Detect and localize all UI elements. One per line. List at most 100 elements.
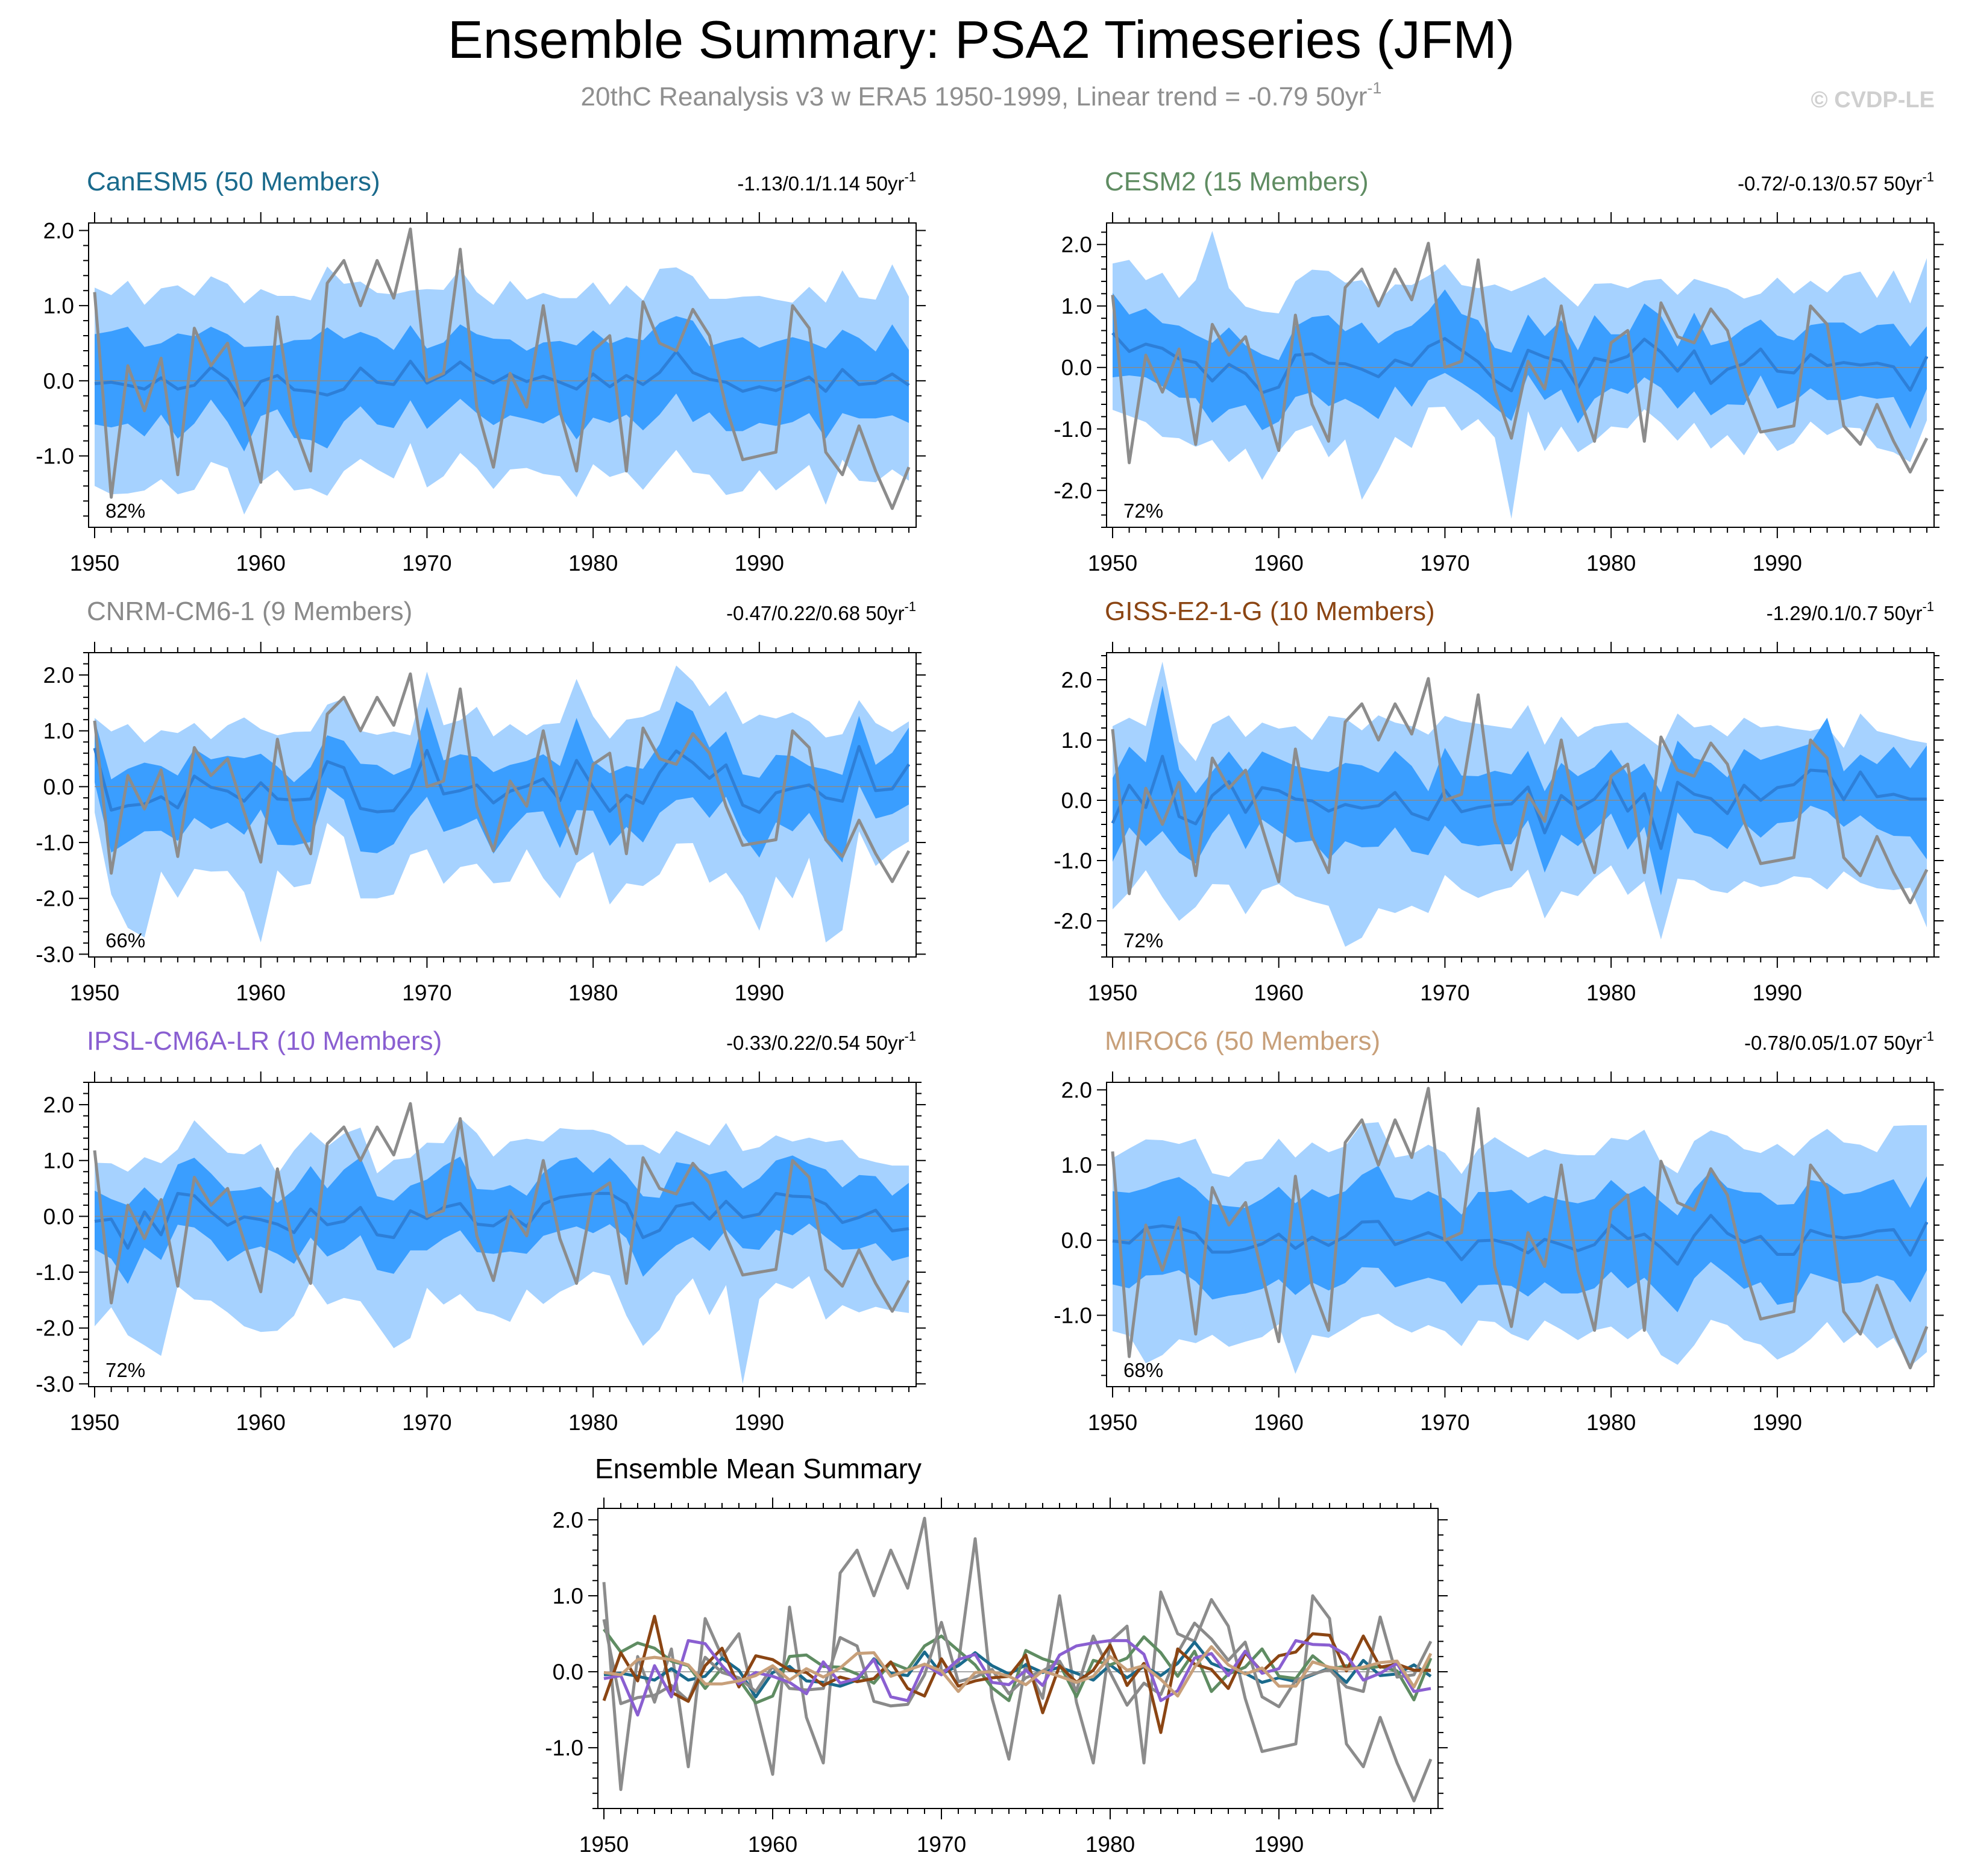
ensemble-mean-summary-panel: 2.0 1.0 0.0 -1.0 1950 1960 1970 1980 1990 Ensembl… xyxy=(545,1453,1448,1857)
inner-spread-band xyxy=(1113,289,1927,430)
ensemble-mean-line xyxy=(1111,331,1929,395)
panel-model-title: GISS-E2-1-G (10 Members) xyxy=(1105,597,1435,626)
panel-plot-area xyxy=(1111,662,1929,947)
model-mean-line-0 xyxy=(603,1640,1432,1699)
mean-xtick-label: 1960 xyxy=(748,1832,797,1857)
panel-3-ytick-label: -1.0 xyxy=(1054,849,1092,873)
observations-line xyxy=(1111,677,1929,905)
panel-3-xtick-label: 1950 xyxy=(1088,980,1137,1005)
panel-2-ytick-label: -1.0 xyxy=(36,830,74,855)
panel-trend-label: -0.72/-0.13/0.57 50yr-1 xyxy=(1738,169,1934,195)
mean-xtick-label: 1950 xyxy=(579,1832,629,1857)
observations-line xyxy=(93,1102,911,1313)
panel-5-ytick-label: -1.0 xyxy=(1054,1303,1092,1328)
model-mean-line-4 xyxy=(603,1639,1431,1717)
ensemble-mean-line xyxy=(1112,1214,1929,1266)
panel-trend-label: -0.33/0.22/0.54 50yr-1 xyxy=(726,1029,916,1054)
panel-2-ytick-label: -3.0 xyxy=(36,942,74,967)
panel-plot-area xyxy=(93,1102,911,1384)
panel-4-frame xyxy=(88,1082,917,1387)
observations-line xyxy=(1111,1087,1929,1370)
observations-line xyxy=(602,1516,1433,1802)
panel-0-ytick-label: 2.0 xyxy=(43,218,74,243)
panel-4-ytick-label: 0.0 xyxy=(43,1204,74,1229)
panel-trend-label: -0.78/0.05/1.07 50yr-1 xyxy=(1744,1029,1934,1054)
panel-2-xtick-label: 1970 xyxy=(402,980,451,1005)
panel-trend-label: -1.13/0.1/1.14 50yr-1 xyxy=(737,169,916,195)
panel-0: 2.0 1.0 0.0 -1.0 1950 1960 1970 1980 1990 CanESM5… xyxy=(36,167,926,576)
panel-5-frame xyxy=(1106,1082,1935,1387)
panel-3-xtick-label: 1960 xyxy=(1254,980,1304,1005)
panel-3-ytick-label: 2.0 xyxy=(1061,668,1092,692)
panel-2-xtick-label: 1950 xyxy=(70,980,119,1005)
panel-5-xtick-label: 1950 xyxy=(1088,1410,1137,1435)
panel-0-ytick-label: 0.0 xyxy=(43,369,74,394)
panel-4-xtick-label: 1960 xyxy=(236,1410,286,1435)
mean-summary-title: Ensemble Mean Summary xyxy=(595,1453,922,1484)
mean-ytick-label: 2.0 xyxy=(553,1508,583,1532)
panel-4-xtick-label: 1950 xyxy=(70,1410,119,1435)
mean-xtick-label: 1990 xyxy=(1254,1832,1304,1857)
panel-2-ytick-label: 0.0 xyxy=(43,774,74,799)
panel-4-xtick-label: 1990 xyxy=(735,1410,784,1435)
panel-3-xtick-label: 1990 xyxy=(1753,980,1802,1005)
panel-percent-label: 72% xyxy=(1123,500,1163,522)
mean-ytick-label: 1.0 xyxy=(553,1584,583,1608)
panel-0-ytick-label: -1.0 xyxy=(36,444,74,469)
panel-plot-area xyxy=(93,665,911,943)
inner-spread-band xyxy=(1113,1165,1927,1313)
panel-1-ytick-label: -2.0 xyxy=(1054,478,1092,503)
panel-plot-area xyxy=(1111,1087,1929,1374)
panel-1-xtick-label: 1960 xyxy=(1254,551,1304,576)
panel-2-ytick-label: 2.0 xyxy=(43,663,74,688)
panel-2-xtick-label: 1960 xyxy=(236,980,286,1005)
mean-ytick-label: 0.0 xyxy=(553,1660,583,1684)
panel-1-xtick-label: 1970 xyxy=(1420,551,1469,576)
panel-0-frame xyxy=(88,222,917,528)
observations-line xyxy=(93,227,911,510)
model-mean-line-5 xyxy=(603,1645,1433,1698)
panel-5: 2.0 1.0 0.0 -1.0 1950 1960 1970 1980 1990 MIROC6 … xyxy=(1054,1026,1944,1435)
panel-5-ytick-label: 2.0 xyxy=(1061,1078,1092,1102)
panel-1-frame xyxy=(1106,222,1935,528)
panel-plot-area xyxy=(93,227,911,515)
figure-subtitle: 20thC Reanalysis v3 w ERA5 1950-1999, Li… xyxy=(581,79,1382,111)
panel-percent-label: 82% xyxy=(105,500,145,522)
panel-model-title: CESM2 (15 Members) xyxy=(1105,167,1369,196)
panel-2-ytick-label: -2.0 xyxy=(36,886,74,911)
panel-4-ytick-label: -2.0 xyxy=(36,1316,74,1341)
panel-5-ytick-label: 1.0 xyxy=(1061,1153,1092,1178)
panel-1-ytick-label: 1.0 xyxy=(1061,294,1092,319)
panel-2-xtick-label: 1990 xyxy=(735,980,784,1005)
panel-4-xtick-label: 1980 xyxy=(568,1410,618,1435)
panel-5-xtick-label: 1990 xyxy=(1753,1410,1802,1435)
panel-2-xtick-label: 1980 xyxy=(568,980,618,1005)
panel-model-title: CNRM-CM6-1 (9 Members) xyxy=(87,597,412,626)
panel-3-xtick-label: 1980 xyxy=(1586,980,1636,1005)
panel-trend-label: -1.29/0.1/0.7 50yr-1 xyxy=(1767,599,1934,624)
panel-percent-label: 68% xyxy=(1123,1359,1163,1381)
panel-0-xtick-label: 1950 xyxy=(70,551,119,576)
panel-4-ytick-label: -3.0 xyxy=(36,1372,74,1396)
panel-2: 2.0 1.0 0.0 -1.0 -2.0 -3.0 1950 1960 1970 1980 199… xyxy=(36,597,926,1005)
panel-0-ytick-label: 1.0 xyxy=(43,293,74,318)
ensemble-mean-line xyxy=(94,350,910,407)
panel-3-xtick-label: 1970 xyxy=(1420,980,1469,1005)
observations-line xyxy=(93,672,911,883)
mean-xtick-label: 1980 xyxy=(1085,1832,1135,1857)
panel-4-ytick-label: 1.0 xyxy=(43,1149,74,1173)
panel-3: 2.0 1.0 0.0 -1.0 -2.0 1950 1960 1970 1980 1990 GIS… xyxy=(1054,597,1944,1005)
panel-1-xtick-label: 1950 xyxy=(1088,551,1137,576)
ensemble-mean-line xyxy=(93,745,911,814)
figure-title: Ensemble Summary: PSA2 Timeseries (JFM) xyxy=(448,10,1515,69)
panel-5-xtick-label: 1960 xyxy=(1254,1410,1304,1435)
panel-model-title: CanESM5 (50 Members) xyxy=(87,167,380,196)
panel-3-ytick-label: -2.0 xyxy=(1054,909,1092,933)
panel-percent-label: 72% xyxy=(1123,929,1163,952)
panel-2-frame xyxy=(88,652,917,958)
panel-4-ytick-label: -1.0 xyxy=(36,1260,74,1285)
panel-model-title: IPSL-CM6A-LR (10 Members) xyxy=(87,1026,442,1056)
inner-spread-band xyxy=(95,701,909,863)
panel-0-xtick-label: 1960 xyxy=(236,551,286,576)
